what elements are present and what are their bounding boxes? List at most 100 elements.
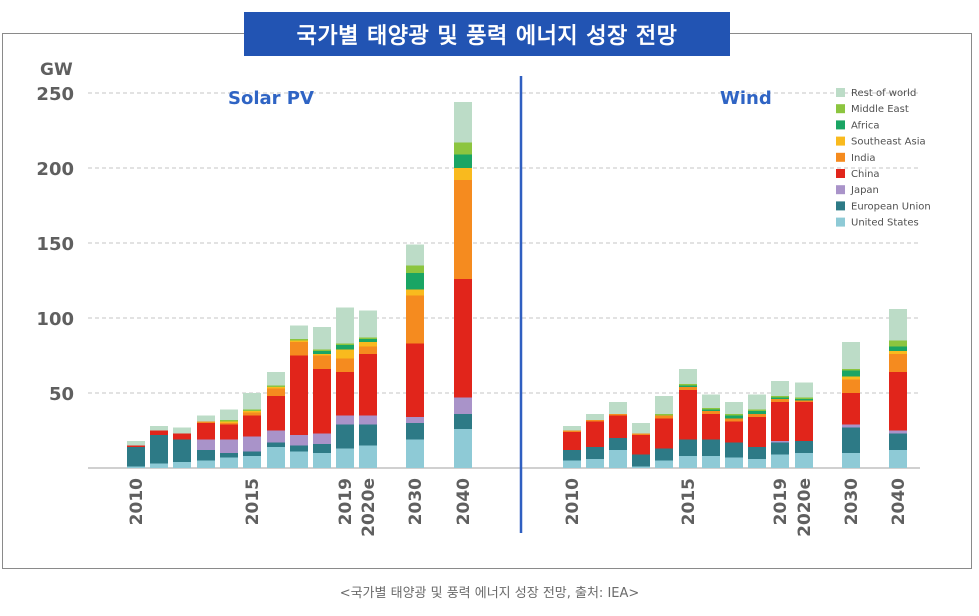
bar-segment	[173, 462, 191, 468]
bar-stack	[748, 394, 766, 468]
bar-segment	[748, 409, 766, 411]
bar-segment	[632, 435, 650, 455]
bar-segment	[290, 355, 308, 435]
bar-segment	[127, 466, 145, 468]
bar-segment	[771, 402, 789, 441]
bar-segment	[655, 418, 673, 449]
bar-segment	[842, 393, 860, 425]
bar-segment	[748, 447, 766, 459]
bar-segment	[609, 415, 627, 438]
bar-stack	[313, 327, 331, 468]
bar-segment	[795, 453, 813, 468]
bar-segment	[197, 415, 215, 422]
bar-stack	[725, 402, 743, 468]
bar-segment	[359, 445, 377, 468]
bar-segment	[173, 439, 191, 462]
bar-segment	[359, 415, 377, 425]
bar-segment	[454, 154, 472, 168]
bar-segment	[702, 409, 720, 411]
bar-segment	[889, 351, 907, 354]
y-tick-label: 50	[49, 384, 74, 405]
legend-swatch	[836, 152, 845, 162]
bar-segment	[359, 424, 377, 446]
bar-segment	[563, 426, 581, 431]
bar-segment	[702, 411, 720, 414]
bar-segment	[679, 369, 697, 384]
bar-segment	[563, 430, 581, 432]
bar-segment	[771, 381, 789, 396]
x-tick-label: 2030	[406, 478, 426, 525]
bar-stack	[197, 415, 215, 468]
bars	[127, 102, 907, 468]
x-tick-label: 2015	[243, 478, 263, 525]
bar-segment	[632, 423, 650, 434]
bar-segment	[586, 421, 604, 447]
bar-segment	[655, 448, 673, 461]
bar-segment	[655, 414, 673, 416]
bar-segment	[359, 310, 377, 338]
legend-swatch	[836, 217, 845, 227]
bar-segment	[359, 342, 377, 347]
legend-swatch	[836, 104, 845, 114]
bar-segment	[243, 451, 261, 456]
bar-stack	[889, 309, 907, 468]
bar-segment	[586, 447, 604, 459]
bar-segment	[150, 463, 168, 468]
figure-caption: <국가별 태양광 및 풍력 에너지 성장 전망, 출처: IEA>	[339, 586, 640, 601]
bar-segment	[795, 441, 813, 453]
bar-segment	[748, 414, 766, 417]
bar-stack	[290, 325, 308, 468]
legend-label: China	[851, 169, 880, 180]
bar-segment	[889, 433, 907, 450]
bar-segment	[842, 424, 860, 428]
bar-segment	[679, 384, 697, 386]
bar-segment	[243, 393, 261, 410]
bar-segment	[220, 457, 238, 468]
bar-segment	[563, 460, 581, 468]
bar-segment	[243, 409, 261, 411]
y-tick-label: 200	[36, 159, 74, 180]
bar-segment	[632, 433, 650, 435]
bar-segment	[702, 394, 720, 408]
bar-segment	[586, 414, 604, 420]
bar-segment	[725, 402, 743, 414]
bar-segment	[679, 387, 697, 390]
bar-segment	[679, 456, 697, 468]
bar-segment	[725, 421, 743, 443]
bar-stack	[454, 102, 472, 468]
bar-segment	[336, 349, 354, 359]
bar-segment	[406, 244, 424, 266]
bar-segment	[150, 435, 168, 464]
bar-segment	[725, 418, 743, 422]
bar-segment	[290, 451, 308, 468]
bar-segment	[127, 445, 145, 447]
legend-swatch	[836, 185, 845, 195]
bar-segment	[842, 369, 860, 371]
bar-segment	[406, 289, 424, 296]
bar-stack	[336, 307, 354, 468]
bar-segment	[795, 400, 813, 402]
bar-segment	[197, 421, 215, 423]
bar-segment	[220, 423, 238, 425]
legend-label: United States	[851, 218, 919, 229]
bar-segment	[889, 309, 907, 341]
bar-segment	[771, 454, 789, 468]
bar-segment	[197, 423, 215, 440]
bar-segment	[842, 379, 860, 393]
bar-segment	[267, 387, 285, 389]
y-tick-label: 250	[36, 84, 74, 105]
bar-segment	[702, 408, 720, 410]
bar-stack	[563, 426, 581, 468]
bar-stack	[173, 427, 191, 468]
bar-segment	[197, 439, 215, 450]
y-axis: 50 100 150 200 250 GW Solar PV Wind	[36, 60, 771, 405]
bar-segment	[454, 168, 472, 180]
bar-segment	[889, 372, 907, 431]
bar-segment	[313, 369, 331, 434]
bar-segment	[702, 414, 720, 440]
x-tick-label: 2015	[679, 478, 699, 525]
bar-segment	[406, 273, 424, 290]
bar-segment	[889, 450, 907, 468]
bar-segment	[725, 442, 743, 458]
bar-segment	[748, 417, 766, 447]
